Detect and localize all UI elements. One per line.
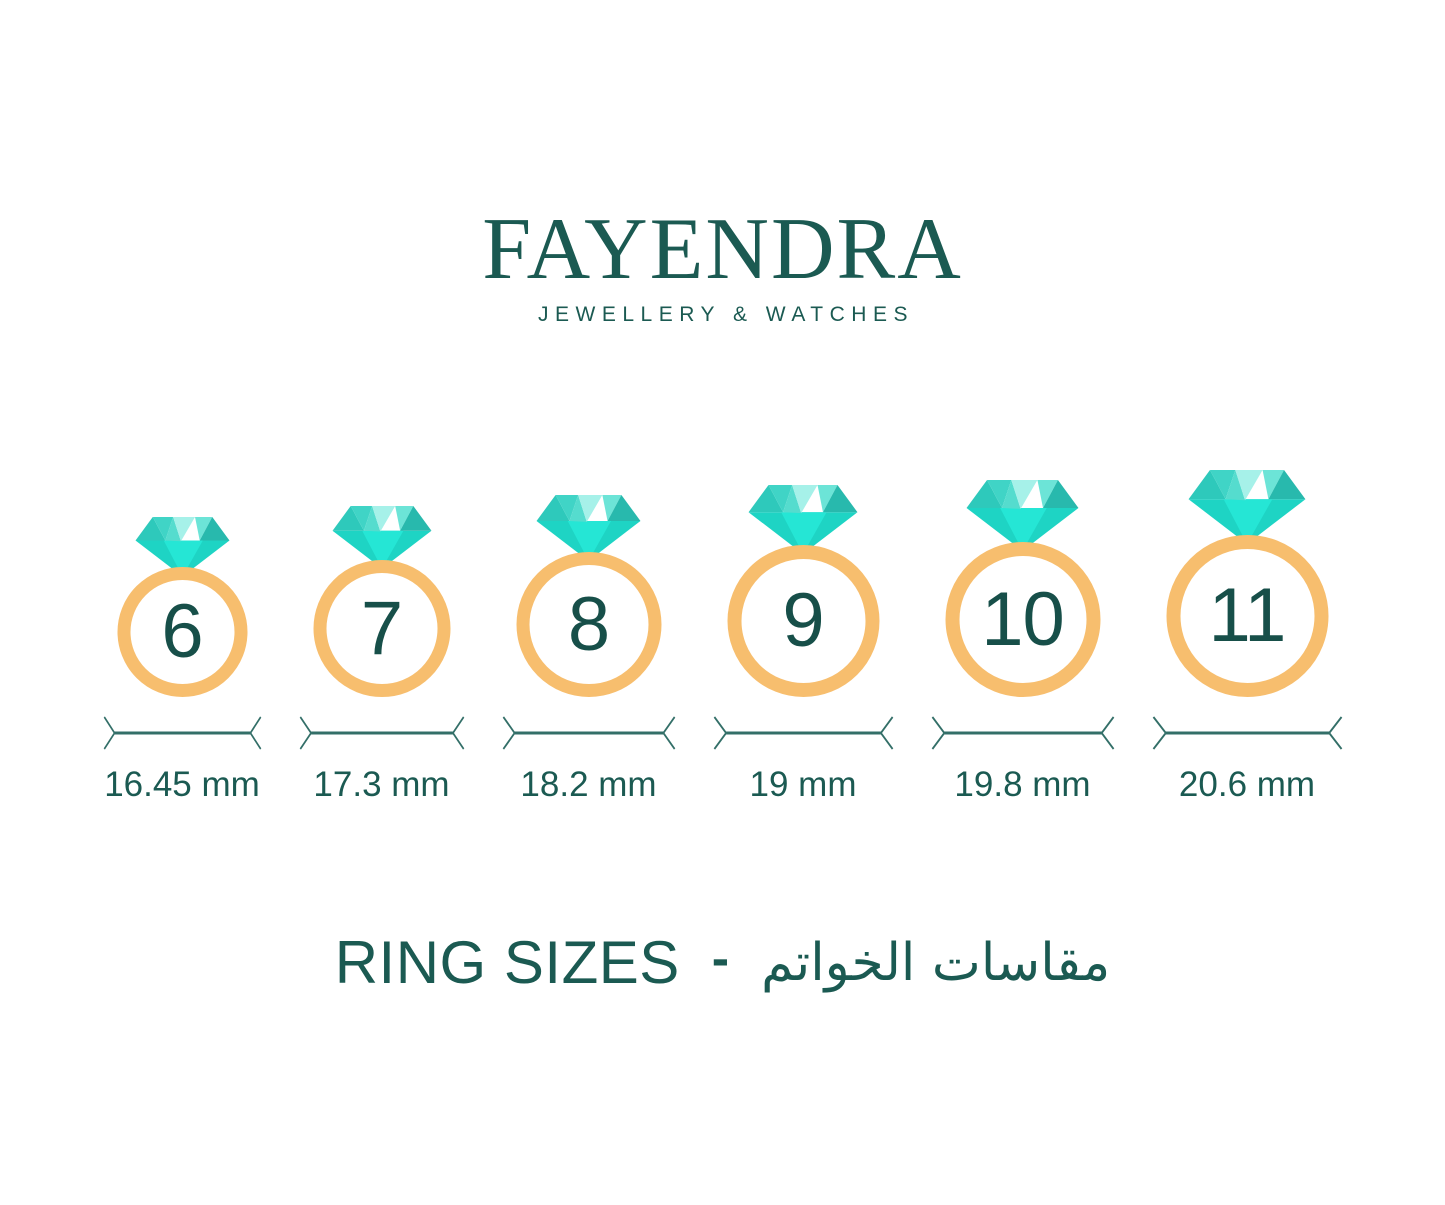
measure-arrow-icon — [103, 715, 261, 751]
diamond-icon — [1189, 470, 1306, 544]
title-separator: - — [711, 929, 730, 988]
ring-column-size-8: 8 18.2 mm — [495, 495, 682, 805]
ring-diameter-label: 20.6 mm — [1178, 765, 1316, 805]
diamond-icon — [967, 480, 1079, 551]
ring-diameter-label: 19 mm — [749, 765, 857, 805]
ring-diameter-label: 16.45 mm — [104, 765, 260, 805]
ring-band: 7 — [313, 560, 450, 698]
ring-band: 9 — [727, 545, 879, 698]
brand-name: FAYENDRA — [482, 201, 963, 298]
ring-band: 11 — [1166, 535, 1328, 698]
ring-size-number: 10 — [981, 576, 1065, 662]
measure-arrow-icon — [502, 715, 675, 751]
ring-size-number: 9 — [782, 578, 824, 664]
ring-size-number: 6 — [161, 589, 203, 675]
measure-arrow-icon — [1152, 715, 1342, 751]
ring-diameter-label: 17.3 mm — [313, 765, 450, 805]
title-arabic: مقاسات الخواتم — [761, 932, 1111, 993]
ring-size-chart: 6 16.45 mm 7 17.3 mm 8 18.2 mm 9 19 mm 1… — [96, 470, 1349, 805]
ring-size-number: 11 — [1208, 573, 1287, 659]
ring-size-number: 7 — [360, 585, 403, 671]
brand-tagline: JEWELLERY & WATCHES — [538, 303, 914, 326]
ring-column-size-11: 11 20.6 mm — [1145, 470, 1349, 805]
ring-column-size-10: 10 19.8 mm — [924, 480, 1121, 805]
ring-diameter-label: 19.8 mm — [954, 765, 1091, 805]
measure-arrow-icon — [299, 715, 464, 751]
ring-size-number: 8 — [567, 581, 610, 667]
brand-logo: FAYENDRA JEWELLERY & WATCHES — [0, 206, 1445, 327]
ring-column-size-9: 9 19 mm — [706, 485, 900, 805]
diamond-icon — [749, 485, 858, 554]
ring-band: 6 — [117, 567, 247, 698]
page-title: RING SIZES - مقاسات الخواتم — [0, 928, 1445, 997]
ring-diameter-label: 18.2 mm — [520, 765, 657, 805]
measure-arrow-icon — [713, 715, 893, 751]
ring-band: 8 — [516, 552, 661, 698]
ring-column-size-7: 7 17.3 mm — [292, 506, 471, 805]
ring-column-size-6: 6 16.45 mm — [96, 517, 268, 806]
title-english: RING SIZES — [334, 929, 680, 996]
measure-arrow-icon — [931, 715, 1114, 751]
ring-band: 10 — [945, 542, 1100, 698]
